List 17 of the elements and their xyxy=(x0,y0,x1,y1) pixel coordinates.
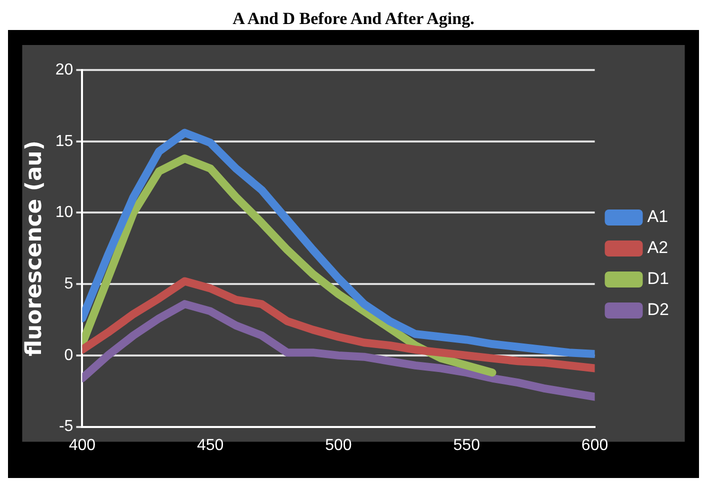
legend-label: D1 xyxy=(647,269,670,288)
y-tick-label: 0 xyxy=(64,346,74,364)
chart-title: A And D Before And After Aging. xyxy=(232,8,476,30)
x-tick-label: 500 xyxy=(325,436,352,454)
y-tick-label: 15 xyxy=(55,132,74,150)
y-axis-title: fluorescence (au) xyxy=(22,140,47,356)
legend-label: A2 xyxy=(647,238,668,258)
legend-label: A1 xyxy=(647,207,668,226)
x-tick-label: 600 xyxy=(581,436,608,454)
y-tick-label: 10 xyxy=(55,204,74,222)
y-tick-label: 5 xyxy=(64,275,74,292)
y-tick-label: -5 xyxy=(58,418,74,436)
legend-label: D2 xyxy=(647,300,670,320)
y-tick-label: 20 xyxy=(55,61,74,78)
x-tick-label: 400 xyxy=(68,436,96,454)
x-tick-label: 450 xyxy=(196,436,224,454)
x-tick-label: 550 xyxy=(453,436,480,454)
